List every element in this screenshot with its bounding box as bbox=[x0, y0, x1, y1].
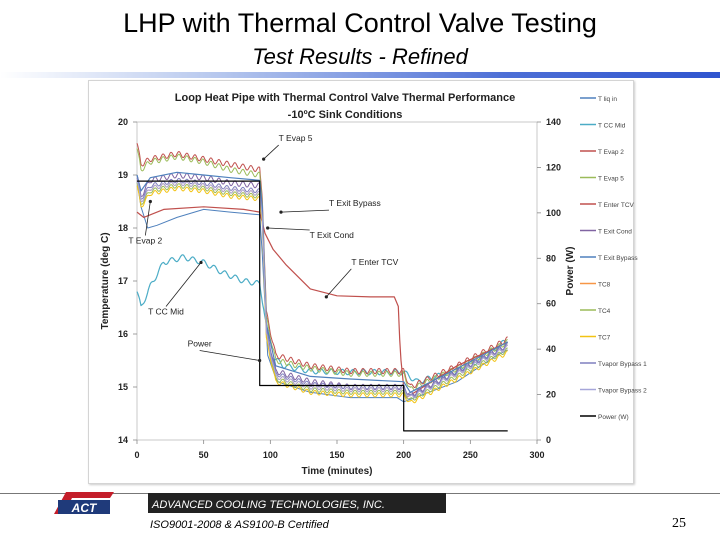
legend-entry: T Exit Cond bbox=[598, 229, 632, 236]
annotation-arrow bbox=[199, 350, 260, 361]
annotation-arrow bbox=[165, 262, 202, 307]
series-line-8 bbox=[136, 182, 508, 401]
y2-tick-label: 40 bbox=[546, 344, 556, 354]
annotation-arrowhead bbox=[148, 199, 152, 204]
y2-tick-label: 60 bbox=[546, 299, 556, 309]
series-line-4 bbox=[136, 206, 508, 399]
annotation-arrowhead bbox=[258, 358, 262, 363]
y2-tick-label: 120 bbox=[546, 162, 561, 172]
legend-entry: Tvapor Bypass 2 bbox=[598, 388, 647, 395]
y-axis-label: Temperature (deg C) bbox=[100, 232, 111, 329]
legend-entry: T Evap 5 bbox=[598, 176, 624, 183]
annotation-label: T Exit Cond bbox=[310, 230, 355, 240]
logo-text: ACT bbox=[71, 501, 98, 515]
series-line-5 bbox=[136, 172, 508, 396]
x-tick-label: 100 bbox=[263, 450, 278, 460]
annotation-arrowhead bbox=[324, 295, 328, 299]
legend-entry: T Enter TCV bbox=[598, 202, 635, 209]
y2-tick-label: 100 bbox=[546, 208, 561, 218]
y2-tick-label: 20 bbox=[546, 390, 556, 400]
annotation-label: T CC Mid bbox=[148, 306, 184, 316]
annotation-label: T Exit Bypass bbox=[329, 198, 381, 208]
y-tick-label: 17 bbox=[118, 276, 128, 286]
legend-entry: TC8 bbox=[598, 282, 611, 289]
y2-tick-label: 80 bbox=[546, 253, 556, 263]
series-line-6 bbox=[136, 171, 508, 393]
series-line-1 bbox=[136, 254, 508, 384]
company-logo: ACT bbox=[54, 492, 114, 515]
chart-frame bbox=[88, 80, 634, 484]
legend-entry: T Evap 2 bbox=[598, 149, 624, 156]
y2-axis-label: Power (W) bbox=[565, 247, 576, 296]
series-line-10 bbox=[136, 177, 508, 397]
legend-entry: Power (W) bbox=[598, 414, 629, 421]
legend-entry: T Exit Bypass bbox=[598, 255, 638, 262]
legend-entry: TC4 bbox=[598, 308, 611, 315]
company-name: ADVANCED COOLING TECHNOLOGIES, INC. bbox=[152, 499, 385, 511]
annotation-label: T Enter TCV bbox=[351, 257, 398, 267]
logo-swoosh bbox=[54, 492, 114, 514]
certification-text: ISO9001-2008 & AS9100-B Certified bbox=[150, 519, 329, 531]
title-rule bbox=[0, 72, 720, 78]
logo-base bbox=[58, 500, 110, 514]
y-tick-label: 16 bbox=[118, 329, 128, 339]
legend-entry: T liq in bbox=[598, 96, 617, 103]
y-tick-label: 19 bbox=[118, 170, 128, 180]
y2-tick-label: 0 bbox=[546, 435, 551, 445]
chart-title-line2: -10ºC Sink Conditions bbox=[288, 109, 403, 121]
y-tick-label: 14 bbox=[118, 435, 128, 445]
series-line-9 bbox=[136, 185, 508, 404]
x-tick-label: 50 bbox=[199, 450, 209, 460]
annotation-arrowhead bbox=[262, 157, 266, 161]
y-tick-label: 20 bbox=[118, 117, 128, 127]
x-tick-label: 0 bbox=[134, 450, 139, 460]
page-number: 25 bbox=[672, 516, 686, 531]
annotation-arrow bbox=[144, 201, 151, 236]
x-tick-label: 200 bbox=[396, 450, 411, 460]
series-line-2 bbox=[136, 143, 508, 388]
slide-title: LHP with Thermal Control Valve Testing bbox=[123, 8, 597, 38]
x-tick-label: 150 bbox=[329, 450, 344, 460]
annotation-arrowhead bbox=[279, 210, 283, 214]
x-axis-label: Time (minutes) bbox=[302, 466, 373, 477]
annotation-arrowhead bbox=[199, 260, 203, 265]
slide-subtitle: Test Results - Refined bbox=[252, 44, 468, 69]
y-tick-label: 15 bbox=[118, 382, 128, 392]
annotation-label: Power bbox=[188, 339, 212, 349]
y-tick-label: 18 bbox=[118, 223, 128, 233]
legend-entry: T CC Mid bbox=[598, 123, 626, 130]
legend-entry: TC7 bbox=[598, 335, 611, 342]
annotation-arrow bbox=[263, 144, 279, 160]
annotation-arrow bbox=[267, 227, 310, 231]
series-line-3 bbox=[136, 148, 508, 391]
annotation-arrow bbox=[326, 268, 352, 298]
y2-tick-label: 140 bbox=[546, 117, 561, 127]
annotation-arrowhead bbox=[266, 226, 270, 230]
annotation-label: T Evap 2 bbox=[128, 236, 162, 246]
chart-title-line1: Loop Heat Pipe with Thermal Control Valv… bbox=[175, 92, 515, 104]
annotation-label: T Evap 5 bbox=[279, 133, 313, 143]
x-tick-label: 250 bbox=[463, 450, 478, 460]
annotation-arrow bbox=[280, 209, 330, 213]
x-tick-label: 300 bbox=[529, 450, 544, 460]
footer-dark-band bbox=[148, 493, 446, 513]
plot-area bbox=[136, 121, 538, 441]
legend-entry: Tvapor Bypass 1 bbox=[598, 361, 647, 368]
series-line-12 bbox=[137, 180, 508, 432]
